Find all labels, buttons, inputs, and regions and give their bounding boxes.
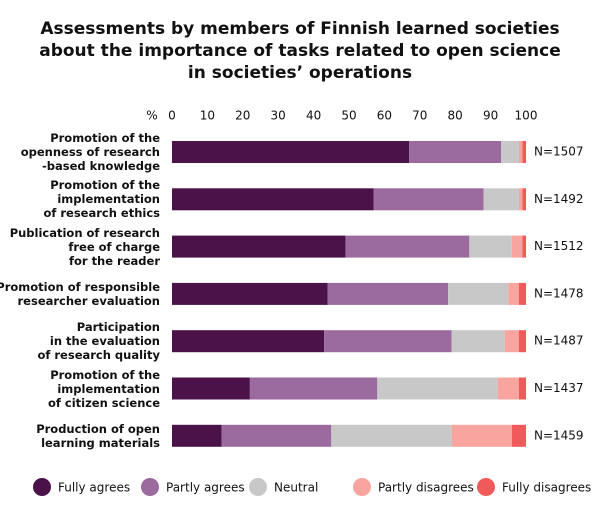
x-tick-label: 100: [515, 109, 538, 123]
bar-segment: [501, 141, 519, 163]
bar-segment: [221, 424, 332, 447]
bar-segment: [522, 235, 526, 258]
bar-segment: [327, 282, 449, 305]
n-label: N=1459: [534, 428, 584, 442]
bar-segment: [373, 188, 484, 211]
legend-marker: [33, 478, 51, 496]
x-tick-label: 30: [271, 109, 286, 123]
category-label: Promotion of the implementation of resea…: [43, 178, 160, 221]
n-label: N=1507: [534, 145, 584, 159]
category-label: Participation in the evaluation of resea…: [37, 320, 160, 363]
bar-segment: [522, 141, 526, 163]
x-tick-label: 80: [448, 109, 463, 123]
legend-marker: [141, 478, 159, 496]
category-label: Promotion of responsible researcher eval…: [0, 279, 160, 308]
legend-label: Fully agrees: [58, 481, 130, 495]
bar-segment: [483, 188, 519, 211]
n-label: N=1437: [534, 381, 584, 395]
bar-segment: [324, 330, 452, 353]
bar-segment: [504, 330, 519, 353]
bar-segment: [448, 282, 509, 305]
bar-segment: [172, 188, 374, 211]
x-tick-label: 0: [168, 109, 176, 123]
bar-segment: [172, 141, 410, 163]
legend-marker: [249, 478, 267, 496]
bar-segment: [172, 424, 222, 447]
bar-segment: [409, 141, 502, 163]
chart-title: Assessments by members of Finnish learne…: [39, 19, 561, 83]
bar-segment: [345, 235, 470, 258]
bar-segment: [508, 282, 519, 305]
bar-segment: [469, 235, 512, 258]
bar-segment: [518, 188, 523, 211]
x-tick-label: 60: [377, 109, 392, 123]
bar-segment: [522, 188, 526, 211]
bar-segment: [172, 377, 250, 400]
category-label: Publication of research free of charge f…: [9, 225, 160, 268]
bar-segment: [451, 424, 512, 447]
legend-label: Neutral: [274, 481, 318, 495]
category-label: Production of open learning materials: [36, 421, 160, 450]
legend-marker: [477, 478, 495, 496]
bar-segment: [249, 377, 378, 400]
n-label: N=1512: [534, 239, 584, 253]
bar-segment: [518, 282, 526, 305]
bar-segment: [497, 377, 519, 400]
legend-marker: [353, 478, 371, 496]
legend-label: Fully disagrees: [502, 481, 591, 495]
bar-segment: [172, 330, 325, 353]
bar-segment: [377, 377, 498, 400]
x-tick-label: 70: [412, 109, 427, 123]
x-tick-label: 40: [306, 109, 321, 123]
n-label: N=1487: [534, 334, 584, 348]
x-tick-label: 90: [483, 109, 498, 123]
category-label: Promotion of the openness of research -b…: [20, 131, 160, 173]
bar-segment: [511, 235, 523, 258]
bar-segment: [172, 282, 328, 305]
bar-segment: [518, 377, 526, 400]
x-tick-label: 20: [235, 109, 250, 123]
legend-label: Partly disagrees: [378, 481, 474, 495]
bar-segment: [518, 330, 526, 353]
bar-segment: [331, 424, 452, 447]
bar-segment: [172, 235, 346, 258]
x-axis-label: %: [146, 109, 157, 123]
category-label: Promotion of the implementation of citiz…: [48, 367, 160, 410]
bar-segment: [518, 141, 523, 163]
x-tick-label: 50: [341, 109, 356, 123]
bar-segment: [511, 424, 526, 447]
x-tick-label: 10: [200, 109, 215, 123]
bar-segment: [451, 330, 505, 353]
n-label: N=1478: [534, 286, 584, 300]
n-label: N=1492: [534, 192, 584, 206]
legend-label: Partly agrees: [166, 481, 245, 495]
